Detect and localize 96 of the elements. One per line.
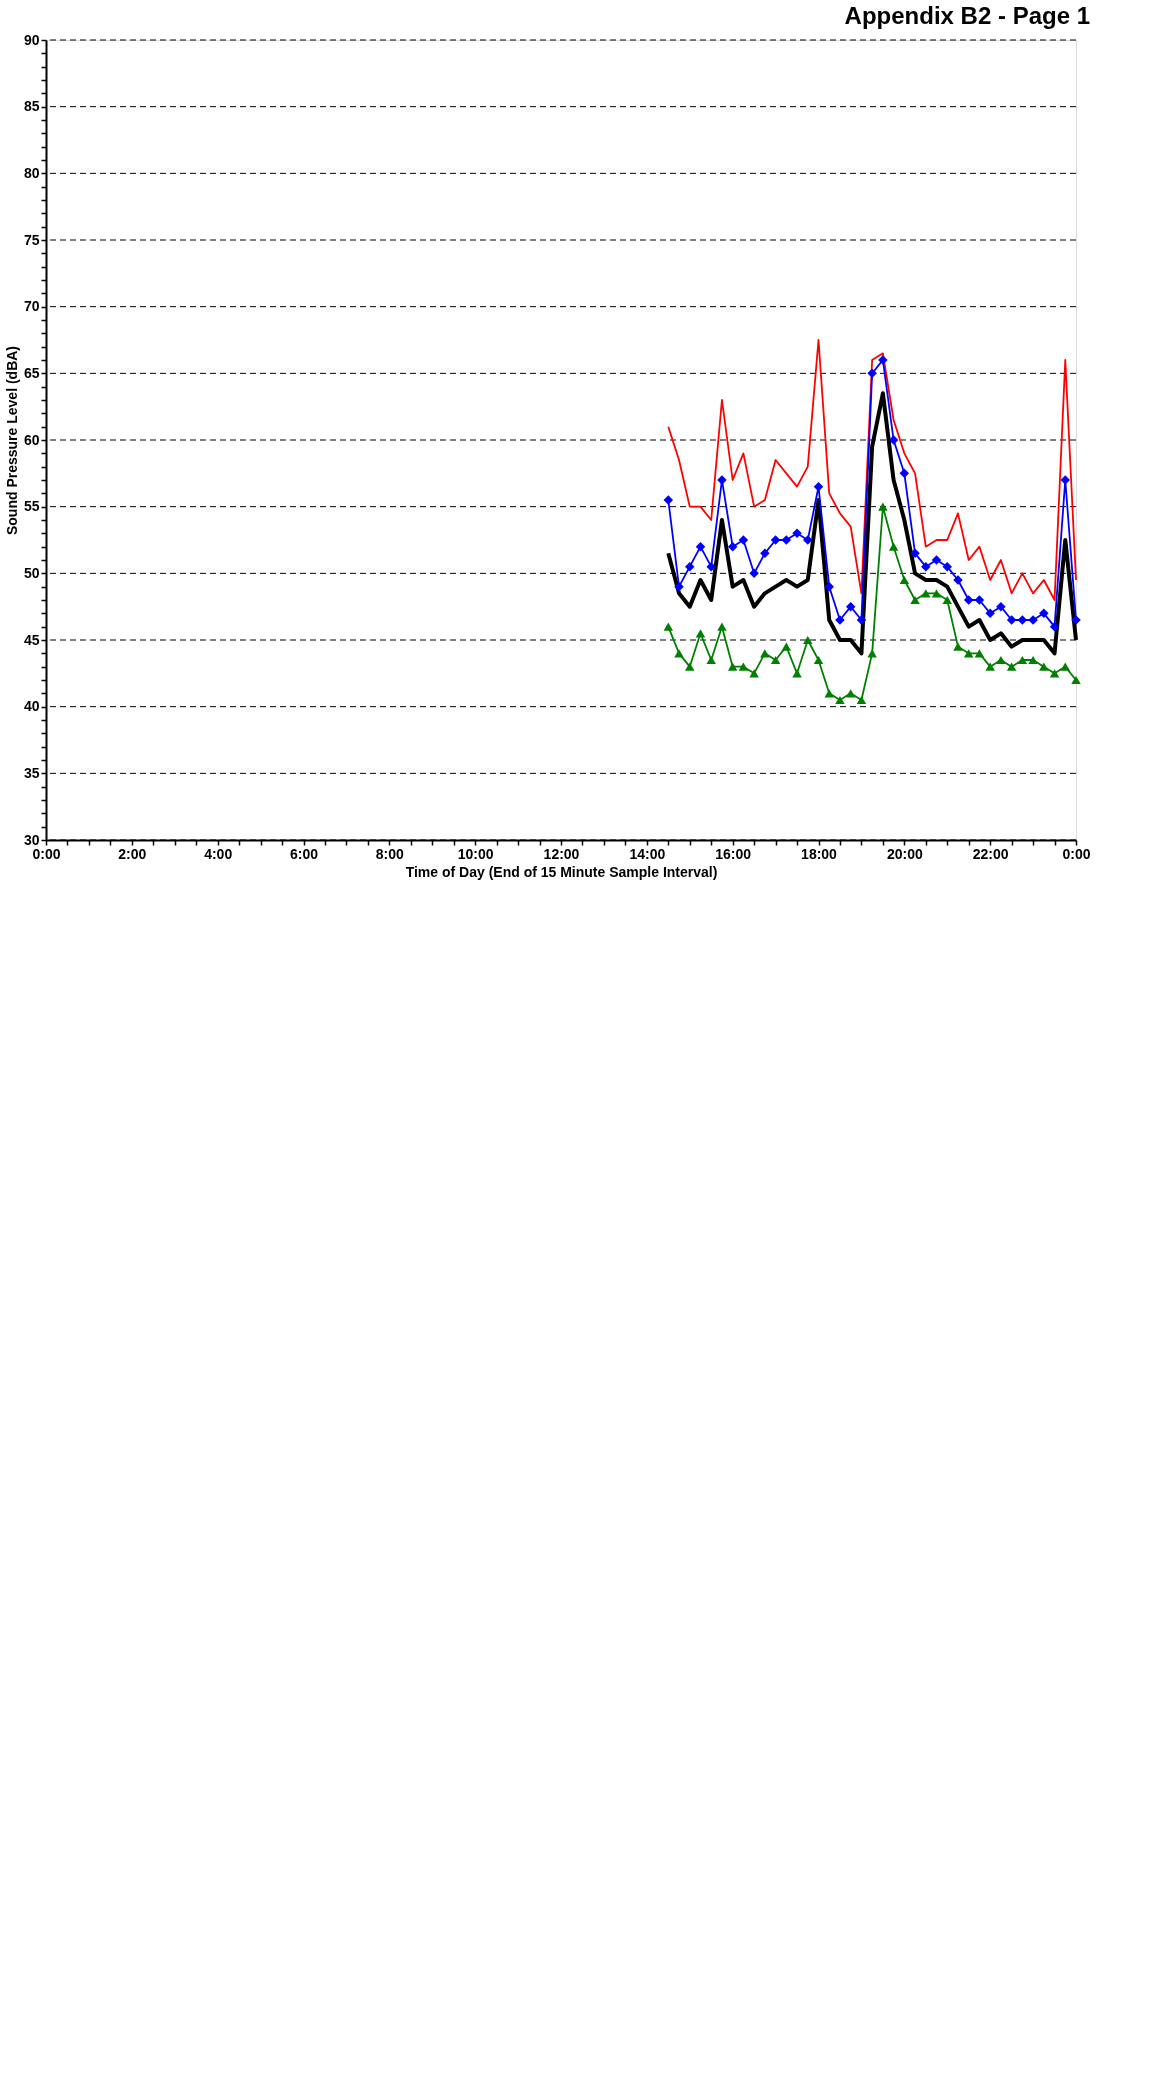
point (867, 368, 877, 379)
point (1060, 662, 1071, 671)
point (727, 662, 738, 671)
point (899, 575, 910, 585)
x-tick-label: 0:00 (32, 845, 61, 862)
x-tick-label: 18:00 (801, 845, 838, 862)
x-tick-label: 2:00 (118, 845, 147, 862)
point (899, 468, 910, 479)
point (963, 649, 974, 658)
point (878, 502, 888, 511)
point (695, 541, 706, 552)
y-tick-label: 70 (23, 298, 40, 315)
point (1071, 675, 1081, 685)
y-tick-label: 90 (23, 31, 40, 48)
point (985, 662, 995, 671)
y-tick-label: 45 (23, 631, 40, 648)
point (942, 561, 952, 572)
point (717, 622, 727, 631)
point (963, 595, 974, 605)
point (942, 595, 952, 605)
point (835, 695, 845, 705)
point (685, 662, 695, 671)
x-axis-title: Time of Day (End of 15 Minute Sample Interval) (405, 863, 718, 880)
point (695, 629, 706, 638)
point (921, 561, 931, 572)
y-tick-label: 30 (23, 831, 40, 848)
x-tick-label: 16:00 (715, 845, 752, 862)
point (985, 608, 995, 619)
point (910, 595, 920, 605)
y-tick-label: 35 (23, 764, 40, 781)
point (760, 548, 770, 559)
point (953, 642, 963, 651)
point (674, 581, 684, 592)
point (1006, 662, 1017, 671)
point (792, 528, 802, 539)
y-tick-label: 55 (23, 498, 40, 515)
point (738, 662, 749, 671)
point (931, 555, 942, 565)
point (803, 635, 813, 645)
point (685, 561, 695, 572)
y-tick-label: 60 (23, 431, 40, 448)
point (1006, 615, 1017, 625)
x-tick-label: 6:00 (289, 845, 319, 862)
point (996, 655, 1006, 665)
point (1060, 475, 1071, 485)
point (813, 655, 824, 665)
x-tick-label: 22:00 (972, 845, 1009, 862)
y-tick-label: 50 (23, 564, 40, 581)
point (1049, 669, 1060, 678)
point (974, 649, 985, 658)
point (888, 542, 899, 551)
point (738, 535, 749, 545)
point (1017, 655, 1028, 665)
point (813, 481, 824, 492)
x-tick-label: 4:00 (204, 845, 233, 862)
point (1039, 662, 1049, 671)
point (824, 689, 834, 698)
point (1028, 655, 1038, 665)
point (663, 495, 674, 505)
y-tick-label: 80 (23, 164, 40, 181)
point (910, 548, 920, 559)
point (824, 581, 834, 592)
point (749, 568, 759, 579)
point (749, 669, 759, 678)
point (845, 689, 856, 698)
point (931, 589, 942, 598)
point (770, 655, 781, 665)
point (706, 655, 716, 665)
y-tick-label: 65 (23, 364, 40, 381)
x-tick-label: 14:00 (629, 845, 666, 862)
x-tick-label: 10:00 (457, 845, 494, 862)
y-tick-label: 40 (23, 698, 40, 715)
point (921, 589, 931, 598)
point (1049, 621, 1060, 632)
point (663, 622, 674, 631)
point (706, 561, 716, 572)
point (888, 435, 899, 445)
point (1039, 608, 1049, 619)
point (781, 642, 792, 651)
y-axis-title: Sound Pressure Level (dBA) (3, 345, 20, 536)
point (727, 541, 738, 552)
point (781, 535, 792, 545)
point (996, 601, 1006, 612)
y-tick-label: 75 (23, 231, 40, 248)
x-tick-label: 8:00 (375, 845, 405, 862)
y-tick-label: 85 (23, 98, 40, 115)
chart-title: Appendix B2 - Page 1 (844, 2, 1091, 29)
point (856, 615, 867, 625)
point (974, 595, 985, 605)
x-tick-label: 12:00 (543, 845, 580, 862)
point (845, 601, 856, 612)
point (856, 695, 867, 705)
x-tick-label: 0:00 (1062, 845, 1091, 862)
point (770, 535, 781, 545)
line-series (667, 339, 1077, 601)
x-tick-label: 20:00 (886, 845, 923, 862)
